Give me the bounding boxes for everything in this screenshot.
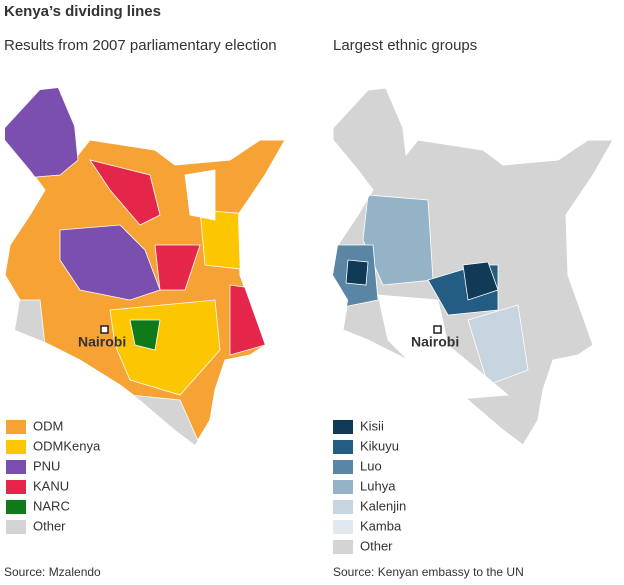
- election-map: [4, 87, 286, 446]
- legend-swatch: [6, 420, 26, 434]
- legend-label: ODMKenya: [33, 438, 101, 453]
- city-label: Nairobi: [78, 334, 126, 350]
- legend-swatch: [333, 420, 353, 434]
- legend-swatch: [6, 440, 26, 454]
- legend-swatch: [6, 480, 26, 494]
- legend-swatch: [6, 520, 26, 534]
- legend-label: Other: [360, 538, 393, 553]
- legend-label: Other: [33, 518, 66, 533]
- legend-label: KANU: [33, 478, 69, 493]
- legend-swatch: [333, 440, 353, 454]
- legend-label: Luhya: [360, 478, 396, 493]
- legend-swatch: [6, 460, 26, 474]
- map-subtitle: Largest ethnic groups: [333, 37, 477, 54]
- legend-label: ODM: [33, 418, 63, 433]
- legend-label: Kamba: [360, 518, 402, 533]
- title: Kenya’s dividing lines: [4, 3, 161, 20]
- legend-label: NARC: [33, 498, 70, 513]
- legend-label: Luo: [360, 458, 382, 473]
- legend-swatch: [333, 500, 353, 514]
- city-label: Nairobi: [411, 334, 459, 350]
- legend-label: Kikuyu: [360, 438, 399, 453]
- legend-swatch: [333, 540, 353, 554]
- legend-label: Kalenjin: [360, 498, 406, 513]
- ethnic-map: [332, 87, 614, 446]
- legend-swatch: [333, 520, 353, 534]
- map-subtitle: Results from 2007 parliamentary election: [4, 37, 277, 54]
- legend-label: PNU: [33, 458, 60, 473]
- source: Source: Mzalendo: [4, 565, 101, 579]
- source: Source: Kenyan embassy to the UN: [333, 565, 524, 579]
- legend-swatch: [333, 460, 353, 474]
- legend-swatch: [6, 500, 26, 514]
- city-marker: [100, 325, 442, 334]
- legend-label: Kisii: [360, 418, 384, 433]
- legend-swatch: [333, 480, 353, 494]
